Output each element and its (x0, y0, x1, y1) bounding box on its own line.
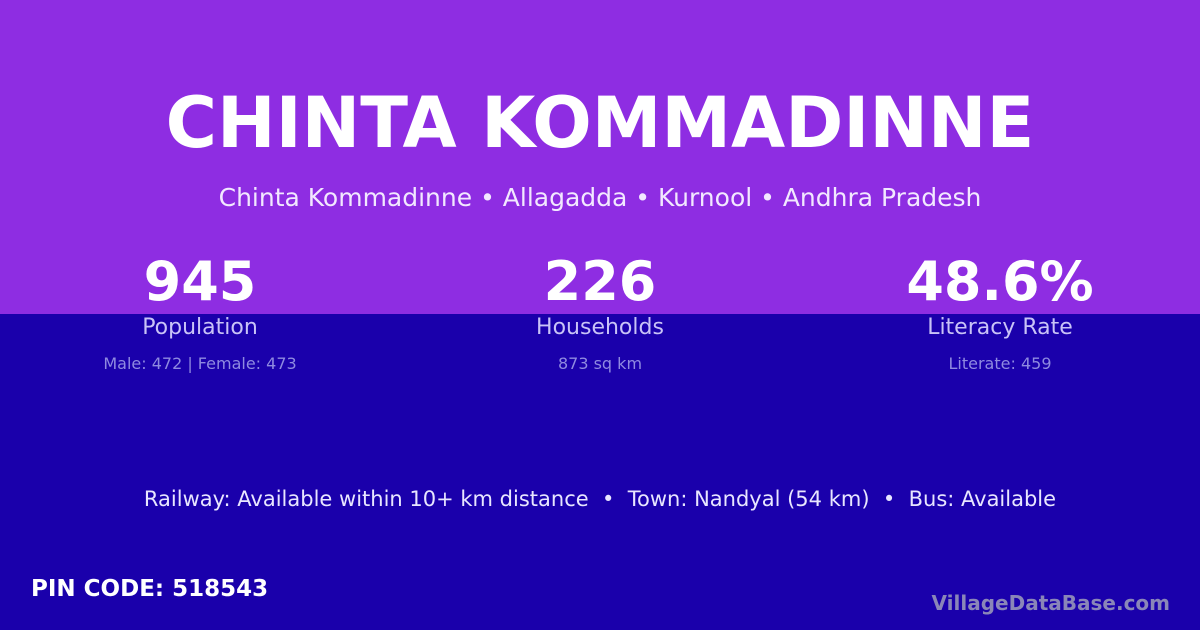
pin-code: PIN CODE: 518543 (31, 576, 269, 602)
stat-label: Population (142, 315, 258, 340)
village-title: CHINTA KOMMADINNE (165, 82, 1035, 164)
header-band (0, 0, 1200, 314)
stat-label: Households (536, 315, 664, 340)
stat-value: 48.6% (906, 250, 1094, 313)
stat-detail: Literate: 459 (948, 354, 1052, 373)
location-breadcrumb: Chinta Kommadinne • Allagadda • Kurnool … (218, 183, 982, 212)
stat-detail: Male: 472 | Female: 473 (103, 354, 297, 373)
stat-value: 226 (543, 250, 657, 313)
stat-value: 945 (143, 250, 257, 313)
stat-label: Literacy Rate (927, 315, 1073, 340)
stat-detail: 873 sq km (557, 354, 643, 373)
brand-logo: VillageDataBase.com (931, 591, 1170, 615)
facilities-line: Railway: Available within 10+ km distanc… (143, 487, 1057, 511)
